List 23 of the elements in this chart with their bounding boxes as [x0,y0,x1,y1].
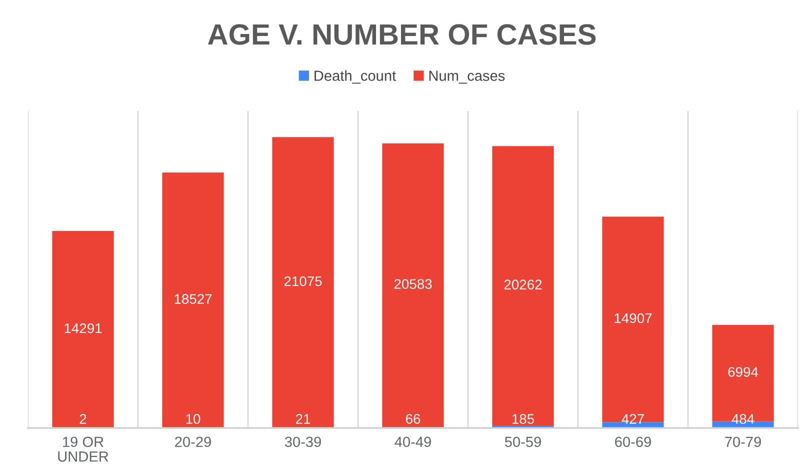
data-label: 20583 [394,279,432,289]
x-tick-label: 50-59 [504,436,541,448]
legend-label: Death_count [314,70,396,84]
x-tick-label: 40-49 [394,436,431,448]
data-label: 14291 [64,323,102,334]
data-label: 66 [406,414,420,424]
x-tick-label: 30-39 [284,436,321,448]
x-tick-label: 19 OR UNDER [58,436,108,462]
data-label: 20262 [504,280,542,290]
data-label: 427 [622,414,644,424]
data-label: 21075 [284,276,322,286]
x-tick-label: 60-69 [615,436,651,448]
chart-title: AGE V. NUMBER OF CASES [208,24,596,45]
data-label: 185 [512,414,534,424]
legend-label: Num_cases [429,70,505,84]
data-label: 18527 [174,294,212,304]
x-tick-label: 20-29 [175,436,211,448]
data-label: 6994 [728,367,758,377]
data-label: 10 [186,414,200,424]
data-label: 21 [296,414,310,424]
data-label: 2 [80,414,86,424]
data-label: 14907 [614,313,652,324]
x-tick-label: 70-79 [725,436,761,448]
